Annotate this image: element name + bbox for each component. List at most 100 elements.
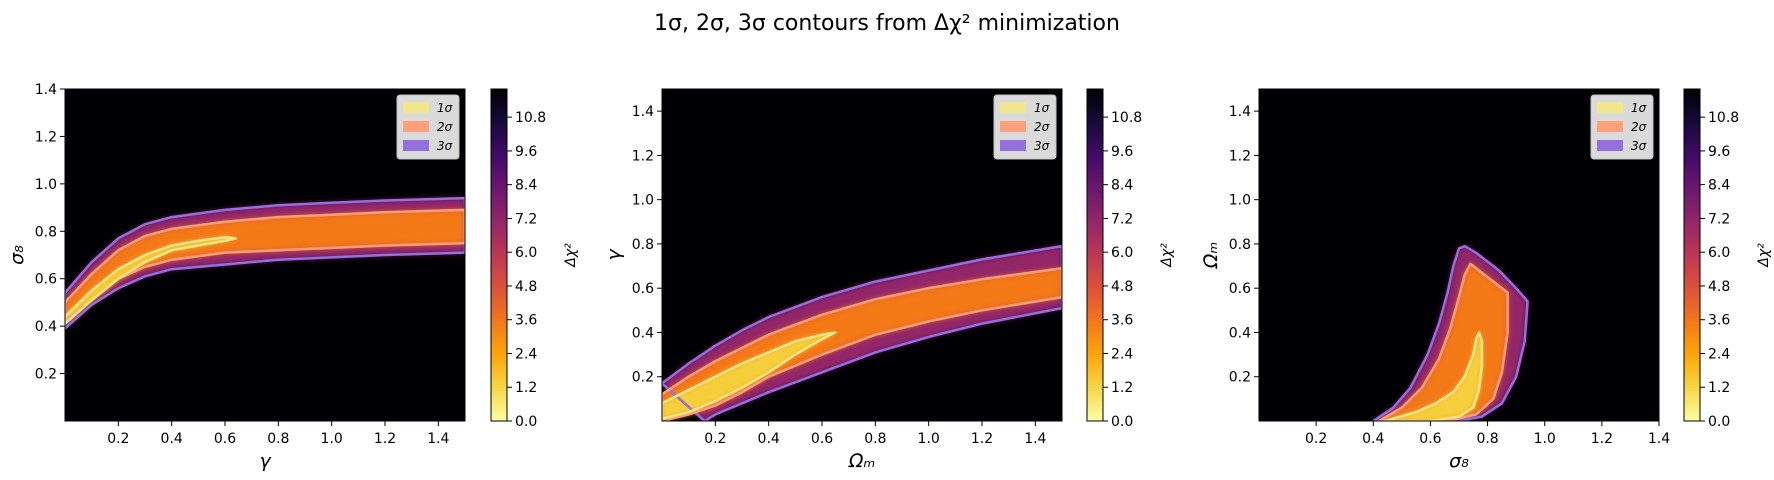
x-tick-label: 0.2 — [704, 431, 726, 447]
x-tick-label: 1.0 — [1534, 431, 1556, 447]
x-tick-label: 0.2 — [1305, 431, 1327, 447]
contour-3sigma — [662, 244, 1062, 421]
legend-swatch — [1000, 121, 1026, 132]
colorbar-tick-label: 6.0 — [515, 245, 537, 261]
x-tick-label: 0.8 — [267, 431, 289, 447]
legend: 1σ 2σ 3σ — [1590, 94, 1654, 160]
heatmap-core — [65, 237, 236, 324]
colorbar-tick-label: 6.0 — [1111, 245, 1133, 261]
heatmap — [662, 244, 1062, 421]
colorbar: 0.0 1.2 2.4 3.6 4.8 6.0 7.2 8.4 9.6 10.8 Δχ² — [1683, 88, 1772, 430]
colorbar-tick-label: 1.2 — [1708, 380, 1730, 396]
heatmap-core — [662, 332, 836, 419]
y-tick-label: 1.0 — [1229, 193, 1251, 209]
colorbar: 0.0 1.2 2.4 3.6 4.8 6.0 7.2 8.4 9.6 10.8 Δχ² — [490, 88, 579, 430]
axes-frame — [1258, 88, 1660, 422]
colorbar-tick-label: 4.8 — [515, 279, 537, 295]
colorbar-label: Δχ² — [563, 243, 579, 268]
colorbar-tick-label: 0.0 — [1111, 414, 1133, 430]
y-tick-label: 0.2 — [35, 367, 57, 383]
y-tick-label: 0.6 — [1229, 281, 1251, 297]
colorbar-gradient — [1086, 88, 1104, 422]
x-tick-label: 0.8 — [864, 431, 886, 447]
heatmap — [65, 196, 465, 330]
colorbar-tick-label: 3.6 — [1111, 313, 1133, 329]
y-tick-label: 0.6 — [35, 272, 57, 288]
colorbar-tick-label: 7.2 — [1111, 211, 1133, 227]
contour-1sigma — [65, 235, 237, 326]
colorbar-tick-label: 9.6 — [1708, 144, 1730, 160]
colorbar-tick-label: 3.6 — [515, 313, 537, 329]
x-tick-label: 0.8 — [1476, 431, 1498, 447]
y-tick-label: 1.2 — [632, 148, 654, 164]
legend-label: 2σ — [1034, 120, 1050, 134]
legend-swatch — [1000, 102, 1026, 113]
x-tick-label: 1.0 — [918, 431, 940, 447]
y-tick-label: 1.4 — [35, 82, 57, 98]
y-tick-label: 1.0 — [35, 177, 57, 193]
legend: 1σ 2σ 3σ — [396, 94, 460, 160]
x-tick-label: 0.4 — [161, 431, 183, 447]
axes-frame — [64, 88, 466, 422]
heatmap-band-4 — [662, 268, 1062, 421]
x-tick-label: 1.0 — [321, 431, 343, 447]
x-tick-label: 0.4 — [1362, 431, 1384, 447]
x-axis-label: σ₈ — [1449, 450, 1469, 472]
y-axis-label: Ωₘ — [1200, 242, 1222, 269]
y-tick-label: 0.4 — [1229, 325, 1251, 341]
colorbar-tick-label: 10.8 — [1111, 110, 1142, 126]
x-tick-label: 1.4 — [1024, 431, 1046, 447]
x-tick-label: 0.6 — [811, 431, 833, 447]
x-axis-label: Ωₘ — [848, 450, 875, 472]
panel-1: 0.2 0.4 0.6 0.8 1.0 1.2 1.4 0.2 0.4 0.6 0.8 1.0 1.2 1… — [6, 82, 579, 472]
colorbar-tick-label: 1.2 — [515, 380, 537, 396]
colorbar-gradient — [1683, 88, 1701, 422]
colorbar-tick-label: 2.4 — [515, 346, 537, 362]
colorbar-tick-label: 10.8 — [515, 110, 546, 126]
y-tick-label: 1.2 — [35, 129, 57, 145]
y-tick-label: 0.4 — [632, 325, 654, 341]
legend-label: 3σ — [1631, 139, 1647, 153]
y-tick-label: 1.0 — [632, 193, 654, 209]
y-tick-label: 0.8 — [35, 224, 57, 240]
x-tick-label: 0.6 — [1419, 431, 1441, 447]
colorbar-tick-label: 2.4 — [1111, 346, 1133, 362]
legend: 1σ 2σ 3σ — [993, 94, 1057, 160]
legend-swatch — [1597, 121, 1623, 132]
colorbar-tick-label: 8.4 — [1708, 178, 1730, 194]
contour-3sigma — [65, 196, 465, 330]
x-tick-label: 1.2 — [971, 431, 993, 447]
heatmap-band-4 — [65, 209, 465, 322]
colorbar-tick-label: 9.6 — [515, 144, 537, 160]
colorbar-tick-label: 2.4 — [1708, 346, 1730, 362]
colorbar: 0.0 1.2 2.4 3.6 4.8 6.0 7.2 8.4 9.6 10.8 Δχ² — [1086, 88, 1175, 430]
legend-swatch — [403, 102, 429, 113]
x-tick-label: 1.2 — [374, 431, 396, 447]
legend-label: 3σ — [437, 139, 453, 153]
colorbar-gradient — [490, 88, 508, 422]
legend-swatch — [403, 121, 429, 132]
colorbar-label: Δχ² — [1756, 243, 1772, 268]
colorbar-tick-label: 9.6 — [1111, 144, 1133, 160]
legend-label: 1σ — [437, 101, 453, 115]
legend-label: 2σ — [1631, 120, 1647, 134]
colorbar-tick-label: 10.8 — [1708, 110, 1739, 126]
y-tick-label: 1.2 — [1229, 148, 1251, 164]
colorbar-tick-label: 7.2 — [515, 211, 537, 227]
colorbar-tick-label: 6.0 — [1708, 245, 1730, 261]
x-tick-label: 0.4 — [758, 431, 780, 447]
y-tick-label: 0.2 — [632, 370, 654, 386]
contour-3sigma — [1372, 244, 1529, 421]
y-tick-label: 0.4 — [35, 319, 57, 335]
y-tick-label: 0.6 — [632, 281, 654, 297]
colorbar-tick-label: 4.8 — [1708, 279, 1730, 295]
colorbar-label: Δχ² — [1159, 243, 1175, 268]
legend-swatch — [403, 140, 429, 151]
contour-2sigma — [1377, 262, 1509, 421]
x-axis-label: γ — [259, 450, 272, 472]
x-tick-label: 1.4 — [427, 431, 449, 447]
legend-swatch — [1597, 140, 1623, 151]
figure-title: 1σ, 2σ, 3σ contours from Δχ² minimizatio… — [654, 11, 1120, 36]
x-tick-label: 0.2 — [107, 431, 129, 447]
